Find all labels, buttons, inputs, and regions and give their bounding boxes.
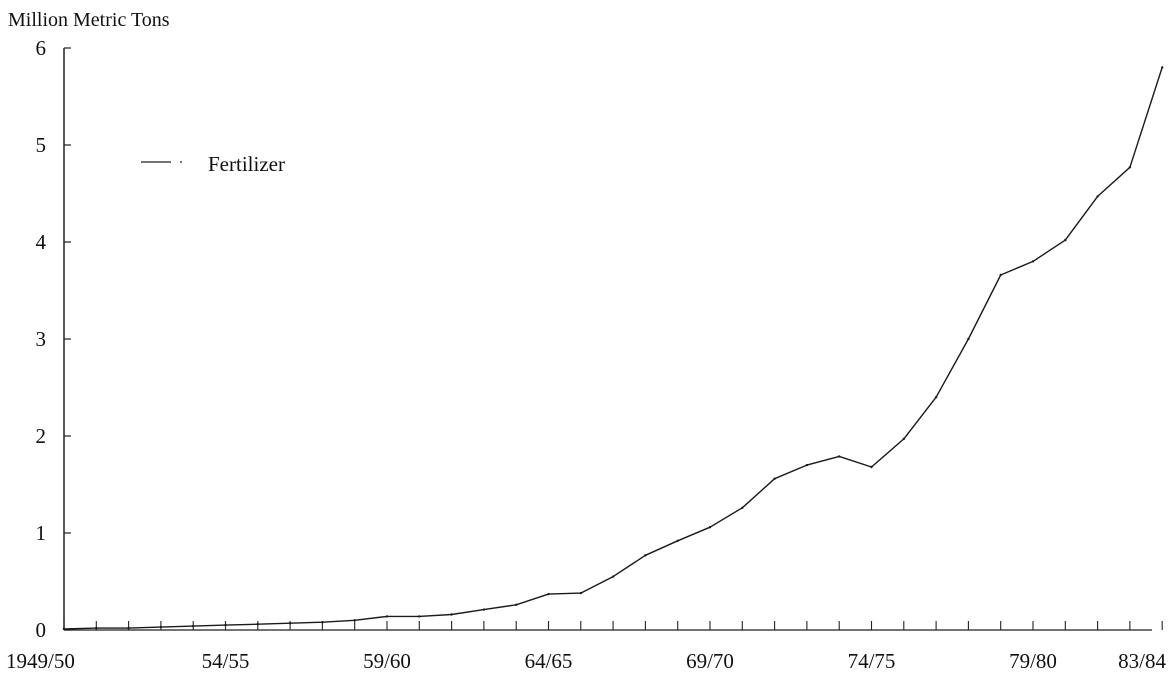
data-point (967, 337, 970, 341)
x-axis-ticks: 1949/50 54/55 59/60 64/65 69/70 74/75 79/80 83/… (6, 621, 1166, 673)
y-tick-label: 5 (36, 133, 47, 157)
x-tick-label: 74/75 (848, 649, 896, 673)
y-tick-label: 2 (36, 424, 47, 448)
data-point (644, 554, 647, 557)
data-point (611, 575, 615, 578)
data-point (450, 613, 453, 616)
data-point (902, 437, 905, 441)
legend-label-fertilizer: Fertilizer (208, 152, 285, 176)
data-point (708, 526, 712, 529)
y-tick-label: 3 (36, 327, 47, 351)
data-point (805, 463, 809, 467)
data-point (192, 624, 195, 628)
data-point (256, 623, 259, 626)
data-point (547, 592, 550, 596)
y-axis-title: Million Metric Tons (8, 9, 170, 31)
y-axis-ticks: 0 1 2 3 4 5 6 (36, 36, 71, 642)
y-tick-label: 6 (36, 36, 47, 60)
data-point (515, 603, 518, 606)
x-tick-label: 79/80 (1009, 649, 1057, 673)
data-point (321, 621, 324, 624)
series-fertilizer (62, 66, 1164, 631)
data-point (1128, 166, 1132, 169)
data-point (159, 625, 163, 629)
data-point (1031, 260, 1035, 263)
data-point (127, 626, 130, 630)
data-point (999, 273, 1002, 277)
data-point (579, 591, 582, 595)
y-tick-label: 1 (36, 521, 47, 545)
data-point (1096, 195, 1099, 198)
y-tick-label: 0 (36, 618, 47, 642)
data-point (224, 623, 227, 627)
data-point (773, 477, 776, 480)
y-tick-label: 4 (36, 230, 47, 254)
data-point (1161, 66, 1164, 69)
data-point (95, 626, 98, 630)
data-point (353, 619, 356, 622)
data-point (288, 622, 292, 625)
x-tick-label: 69/70 (686, 649, 734, 673)
data-point (934, 396, 938, 399)
x-tick-label: 59/60 (363, 649, 411, 673)
legend: Fertilizer (141, 152, 285, 176)
data-point (1064, 238, 1067, 242)
data-point (838, 455, 841, 458)
x-tick-label: 64/65 (525, 649, 573, 673)
data-point (676, 539, 679, 542)
data-point (62, 627, 66, 631)
data-point (418, 615, 421, 618)
x-tick-label: 54/55 (202, 649, 250, 673)
data-point (482, 608, 486, 611)
data-point (870, 465, 873, 469)
data-point (385, 615, 389, 618)
data-point (741, 506, 744, 509)
x-tick-label: 1949/50 (6, 649, 75, 673)
x-tick-label: 83/84 (1118, 649, 1166, 673)
